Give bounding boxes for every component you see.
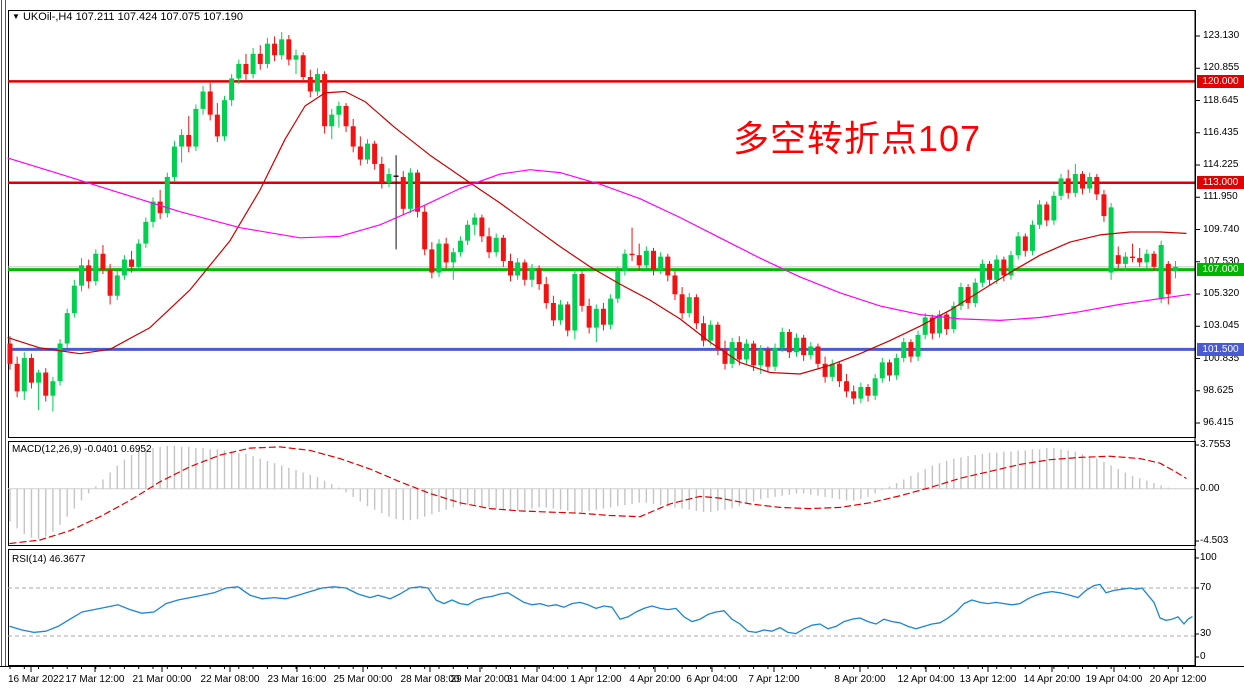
axis-tick-label: 118.645 bbox=[1203, 94, 1239, 106]
rsi-indicator-label: RSI(14) 46.3677 bbox=[12, 554, 86, 565]
symbol-period-label: UKOil-,H4 bbox=[22, 11, 73, 23]
axis-tick-label: 0.00 bbox=[1200, 482, 1220, 494]
rsi-panel[interactable] bbox=[8, 549, 1196, 666]
price-line-badge: 101.500 bbox=[1197, 342, 1244, 356]
axis-tick-label: 100 bbox=[1200, 552, 1217, 563]
time-tick-label: 22 Mar 08:00 bbox=[200, 674, 260, 685]
axis-tick-label: 120.855 bbox=[1203, 62, 1240, 74]
macd-indicator-label: MACD(12,26,9) -0.0401 0.6952 bbox=[12, 444, 152, 455]
axis-tick-label: 70 bbox=[1200, 582, 1212, 593]
axis-tick-label: 123.130 bbox=[1203, 30, 1240, 41]
time-tick-label: 25 Mar 00:00 bbox=[333, 674, 393, 685]
chart-title: ▼ UKOil-,H4 107.211 107.424 107.075 107.… bbox=[12, 11, 243, 23]
ohlc-close: 107.190 bbox=[203, 11, 243, 23]
axis-tick-label: 111.950 bbox=[1203, 191, 1238, 203]
window-left-border-inner bbox=[5, 0, 6, 693]
time-tick-label: 12 Apr 04:00 bbox=[897, 674, 955, 685]
time-tick-label: 29 Mar 20:00 bbox=[450, 674, 510, 685]
time-tick-label: 23 Mar 16:00 bbox=[267, 674, 327, 685]
price-line-badge: 113.000 bbox=[1197, 176, 1244, 190]
ohlc-low: 107.075 bbox=[160, 11, 201, 23]
axis-tick-label: 0 bbox=[1200, 651, 1206, 662]
axis-tick-label: 103.045 bbox=[1203, 320, 1240, 332]
time-tick-label: 8 Apr 20:00 bbox=[834, 674, 886, 685]
macd-panel[interactable] bbox=[8, 441, 1196, 546]
time-tick-label: 7 Apr 12:00 bbox=[748, 674, 800, 685]
ohlc-open: 107.211 bbox=[75, 11, 115, 23]
time-tick-label: 6 Apr 04:00 bbox=[686, 674, 738, 685]
time-axis[interactable] bbox=[0, 666, 1244, 693]
main-chart-panel[interactable] bbox=[8, 10, 1196, 438]
price-line-badge: 120.000 bbox=[1197, 74, 1244, 88]
time-tick-label: 31 Mar 04:00 bbox=[507, 674, 567, 685]
axis-tick-label: 116.435 bbox=[1203, 126, 1239, 138]
axis-tick-label: 107.530 bbox=[1203, 255, 1240, 267]
axis-tick-label: 109.740 bbox=[1203, 223, 1240, 235]
time-tick-label: 19 Apr 04:00 bbox=[1085, 674, 1143, 685]
time-tick-label: 28 Mar 08:00 bbox=[400, 674, 460, 685]
time-tick-label: 17 Mar 12:00 bbox=[65, 674, 125, 685]
ohlc-high: 107.424 bbox=[117, 11, 158, 23]
time-tick-label: 21 Mar 00:00 bbox=[132, 674, 192, 685]
axis-tick-label: 3.7553 bbox=[1200, 439, 1231, 450]
time-tick-label: 14 Apr 20:00 bbox=[1023, 674, 1081, 685]
axis-tick-label: 30 bbox=[1200, 628, 1212, 639]
annotation-text: 多空转折点107 bbox=[733, 118, 982, 159]
axis-tick-label: 100.835 bbox=[1203, 352, 1240, 364]
axis-tick-label: -4.503 bbox=[1200, 535, 1229, 546]
axis-tick-label: 105.320 bbox=[1203, 288, 1240, 299]
axis-tick-label: 114.225 bbox=[1203, 159, 1239, 170]
time-tick-label: 16 Mar 2022 bbox=[8, 674, 65, 685]
time-tick-label: 1 Apr 12:00 bbox=[570, 674, 622, 685]
time-tick-label: 4 Apr 20:00 bbox=[629, 674, 681, 685]
axis-tick-label: 98.625 bbox=[1203, 384, 1234, 396]
axis-tick-label: 96.415 bbox=[1203, 417, 1234, 428]
symbol-dropdown-icon[interactable]: ▼ bbox=[12, 12, 20, 21]
time-tick-label: 20 Apr 12:00 bbox=[1149, 674, 1207, 685]
window-left-border-outer bbox=[1, 0, 2, 693]
price-line-badge: 107.000 bbox=[1197, 263, 1244, 277]
time-tick-label: 13 Apr 12:00 bbox=[959, 674, 1017, 685]
